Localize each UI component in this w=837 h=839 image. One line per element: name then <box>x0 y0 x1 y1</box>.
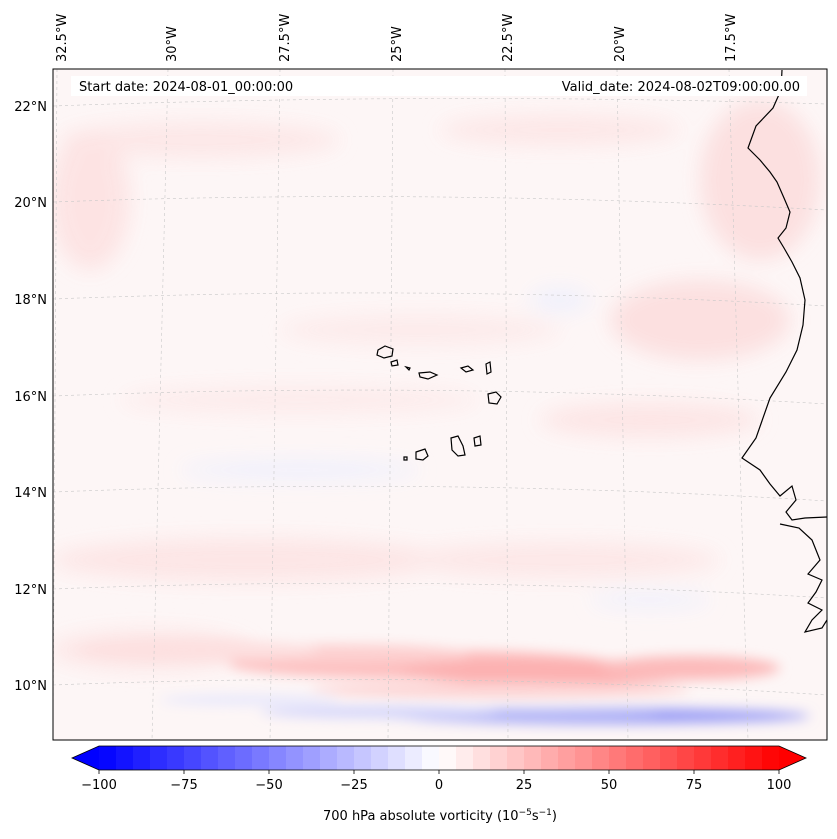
lat-label: 20°N <box>14 196 47 211</box>
colorbar-tick-label: 0 <box>435 778 443 793</box>
colorbar-title: 700 hPa absolute vorticity (10−5s−1) <box>323 808 557 824</box>
colorbar-segment <box>762 746 780 770</box>
colorbar-segment <box>422 746 440 770</box>
colorbar-segment <box>133 746 151 770</box>
colorbar-segment <box>99 746 117 770</box>
lat-label: 12°N <box>14 583 47 598</box>
map-frame <box>52 68 828 741</box>
colorbar-tick-label: −75 <box>170 778 197 793</box>
colorbar-segment <box>626 746 644 770</box>
colorbar-segment <box>439 746 457 770</box>
longitude-labels: 32.5°W 30°W 27.5°W 25°W 22.5°W 20°W 17.5… <box>55 14 739 62</box>
colorbar-segment <box>167 746 185 770</box>
colorbar-segment <box>677 746 695 770</box>
lon-label: 32.5°W <box>55 14 70 62</box>
colorbar-segment <box>405 746 423 770</box>
lat-label: 16°N <box>14 390 47 405</box>
vorticity-field <box>53 69 827 740</box>
colorbar-segment <box>235 746 253 770</box>
colorbar-segment <box>116 746 134 770</box>
latitude-labels: 22°N 20°N 18°N 16°N 14°N 12°N 10°N <box>14 100 47 694</box>
lon-label: 30°W <box>165 26 180 62</box>
colorbar-tick-label: −100 <box>81 778 117 793</box>
colorbar-segment <box>252 746 270 770</box>
lat-label: 14°N <box>14 486 47 501</box>
lat-label: 10°N <box>14 679 47 694</box>
colorbar-segment <box>218 746 236 770</box>
colorbar-tick-label: 100 <box>767 778 792 793</box>
lon-label: 27.5°W <box>278 14 293 62</box>
lon-label: 20°W <box>613 26 628 62</box>
header-box <box>71 76 807 96</box>
colorbar-segment <box>609 746 627 770</box>
colorbar-tick-label: −50 <box>255 778 282 793</box>
colorbar-segment <box>456 746 474 770</box>
colorbar-max-extend <box>779 746 806 770</box>
colorbar-segment <box>269 746 287 770</box>
colorbar-segment <box>286 746 304 770</box>
colorbar-segment <box>643 746 661 770</box>
colorbar-segment <box>337 746 355 770</box>
colorbar-segment <box>150 746 168 770</box>
colorbar-segment <box>303 746 321 770</box>
colorbar-segment <box>660 746 678 770</box>
valid-date-label: Valid_date: 2024-08-02T09:00:00.00 <box>562 80 800 95</box>
colorbar-segment <box>320 746 338 770</box>
start-date-label: Start date: 2024-08-01_00:00:00 <box>79 80 293 95</box>
colorbar-tick-label: −25 <box>340 778 367 793</box>
cape-verde-islands <box>376 345 502 461</box>
colorbar-tick-label: 75 <box>686 778 703 793</box>
colorbar-segment <box>507 746 525 770</box>
gridlines <box>53 69 827 740</box>
lat-label: 22°N <box>14 100 47 115</box>
lon-label: 25°W <box>390 26 405 62</box>
colorbar-segment <box>694 746 712 770</box>
colorbar-tick-label: 50 <box>601 778 618 793</box>
colorbar-segment <box>541 746 559 770</box>
lat-label: 18°N <box>14 293 47 308</box>
colorbar-segment <box>201 746 219 770</box>
colorbar-segment <box>388 746 406 770</box>
lon-label: 22.5°W <box>501 14 516 62</box>
colorbar-segment <box>184 746 202 770</box>
colorbar-segment <box>473 746 491 770</box>
colorbar-segment <box>558 746 576 770</box>
colorbar-tick-label: 25 <box>516 778 533 793</box>
colorbar-segment <box>524 746 542 770</box>
colorbar-segment <box>371 746 389 770</box>
coastline <box>741 69 827 633</box>
colorbar: −100 −75 −50 −25 0 25 50 75 100 700 hPa absolute… <box>71 745 807 824</box>
colorbar-segment <box>575 746 593 770</box>
colorbar-segment <box>745 746 763 770</box>
colorbar-segment <box>354 746 372 770</box>
colorbar-segment <box>490 746 508 770</box>
colorbar-segment <box>728 746 746 770</box>
colorbar-segment <box>592 746 610 770</box>
colorbar-min-extend <box>72 746 99 770</box>
lon-label: 17.5°W <box>724 14 739 62</box>
colorbar-segment <box>711 746 729 770</box>
